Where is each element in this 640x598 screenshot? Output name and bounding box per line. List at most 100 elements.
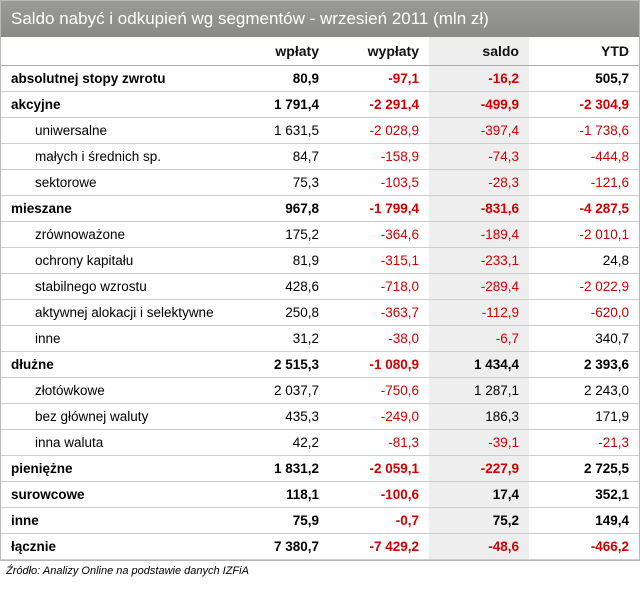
table-row-total: łącznie 7 380,7 -7 429,2 -48,6 -466,2 <box>1 534 639 560</box>
col-header-wplaty: wpłaty <box>229 37 329 66</box>
cell-value: 80,9 <box>229 66 329 92</box>
cell-value: 435,3 <box>229 404 329 430</box>
cell-value: -1 799,4 <box>329 196 429 222</box>
cell-value: -1 738,6 <box>529 118 639 144</box>
cell-value: -750,6 <box>329 378 429 404</box>
cell-value: 118,1 <box>229 482 329 508</box>
cell-value: 1 791,4 <box>229 92 329 118</box>
cell-value: -1 080,9 <box>329 352 429 378</box>
col-header-label <box>1 37 229 66</box>
cell-value: 75,3 <box>229 170 329 196</box>
cell-value: 175,2 <box>229 222 329 248</box>
cell-value: -39,1 <box>429 430 529 456</box>
cell-label: inne <box>1 326 229 352</box>
cell-label: ochrony kapitału <box>1 248 229 274</box>
cell-value: -121,6 <box>529 170 639 196</box>
cell-value: -74,3 <box>429 144 529 170</box>
cell-value: -16,2 <box>429 66 529 92</box>
table-row: akcyjne 1 791,4 -2 291,4 -499,9 -2 304,9 <box>1 92 639 118</box>
cell-value: -620,0 <box>529 300 639 326</box>
cell-value: 7 380,7 <box>229 534 329 560</box>
cell-value: -499,9 <box>429 92 529 118</box>
cell-value: 2 243,0 <box>529 378 639 404</box>
table-body: absolutnej stopy zwrotu 80,9 -97,1 -16,2… <box>1 66 639 560</box>
cell-value: -718,0 <box>329 274 429 300</box>
cell-value: 2 725,5 <box>529 456 639 482</box>
col-header-ytd: YTD <box>529 37 639 66</box>
cell-value: -444,8 <box>529 144 639 170</box>
cell-value: -4 287,5 <box>529 196 639 222</box>
cell-value: 171,9 <box>529 404 639 430</box>
table-row: inne 75,9 -0,7 75,2 149,4 <box>1 508 639 534</box>
cell-label: mieszane <box>1 196 229 222</box>
cell-value: -289,4 <box>429 274 529 300</box>
cell-label: dłużne <box>1 352 229 378</box>
col-header-saldo: saldo <box>429 37 529 66</box>
table-row: bez głównej waluty 435,3 -249,0 186,3 17… <box>1 404 639 430</box>
cell-label: inna waluta <box>1 430 229 456</box>
table-row: zrównoważone 175,2 -364,6 -189,4 -2 010,… <box>1 222 639 248</box>
cell-value: 250,8 <box>229 300 329 326</box>
cell-label: uniwersalne <box>1 118 229 144</box>
cell-value: -315,1 <box>329 248 429 274</box>
cell-value: -103,5 <box>329 170 429 196</box>
cell-label: absolutnej stopy zwrotu <box>1 66 229 92</box>
table-row: stabilnego wzrostu 428,6 -718,0 -289,4 -… <box>1 274 639 300</box>
cell-value: -81,3 <box>329 430 429 456</box>
cell-value: 75,9 <box>229 508 329 534</box>
cell-value: -38,0 <box>329 326 429 352</box>
cell-value: -2 059,1 <box>329 456 429 482</box>
cell-label: aktywnej alokacji i selektywne <box>1 300 229 326</box>
table-row: pieniężne 1 831,2 -2 059,1 -227,9 2 725,… <box>1 456 639 482</box>
cell-value: -227,9 <box>429 456 529 482</box>
cell-value: -112,9 <box>429 300 529 326</box>
cell-value: -233,1 <box>429 248 529 274</box>
cell-label: zrównoważone <box>1 222 229 248</box>
cell-value: -364,6 <box>329 222 429 248</box>
cell-value: -158,9 <box>329 144 429 170</box>
cell-value: -97,1 <box>329 66 429 92</box>
cell-value: -466,2 <box>529 534 639 560</box>
cell-value: -363,7 <box>329 300 429 326</box>
cell-label: akcyjne <box>1 92 229 118</box>
table-row: absolutnej stopy zwrotu 80,9 -97,1 -16,2… <box>1 66 639 92</box>
table-row: mieszane 967,8 -1 799,4 -831,6 -4 287,5 <box>1 196 639 222</box>
cell-value: 1 287,1 <box>429 378 529 404</box>
source-text: Źródło: Analizy Online na podstawie dany… <box>0 561 640 581</box>
cell-label: stabilnego wzrostu <box>1 274 229 300</box>
cell-value: 1 631,5 <box>229 118 329 144</box>
cell-value: -831,6 <box>429 196 529 222</box>
cell-value: -249,0 <box>329 404 429 430</box>
col-header-wyplaty: wypłaty <box>329 37 429 66</box>
table-row: uniwersalne 1 631,5 -2 028,9 -397,4 -1 7… <box>1 118 639 144</box>
cell-value: 81,9 <box>229 248 329 274</box>
cell-value: 24,8 <box>529 248 639 274</box>
cell-label: sektorowe <box>1 170 229 196</box>
cell-value: -2 010,1 <box>529 222 639 248</box>
cell-value: -28,3 <box>429 170 529 196</box>
cell-value: 428,6 <box>229 274 329 300</box>
table-row: sektorowe 75,3 -103,5 -28,3 -121,6 <box>1 170 639 196</box>
cell-value: -397,4 <box>429 118 529 144</box>
cell-value: -2 028,9 <box>329 118 429 144</box>
table-row: ochrony kapitału 81,9 -315,1 -233,1 24,8 <box>1 248 639 274</box>
header-row: wpłaty wypłaty saldo YTD <box>1 37 639 66</box>
cell-label: złotówkowe <box>1 378 229 404</box>
table-row: złotówkowe 2 037,7 -750,6 1 287,1 2 243,… <box>1 378 639 404</box>
table-row: inna waluta 42,2 -81,3 -39,1 -21,3 <box>1 430 639 456</box>
cell-value: 352,1 <box>529 482 639 508</box>
table-title: Saldo nabyć i odkupień wg segmentów - wr… <box>1 1 639 37</box>
cell-value: 2 393,6 <box>529 352 639 378</box>
cell-value: -189,4 <box>429 222 529 248</box>
table-row: małych i średnich sp. 84,7 -158,9 -74,3 … <box>1 144 639 170</box>
table-row: dłużne 2 515,3 -1 080,9 1 434,4 2 393,6 <box>1 352 639 378</box>
cell-value: 505,7 <box>529 66 639 92</box>
cell-label: bez głównej waluty <box>1 404 229 430</box>
cell-value: 84,7 <box>229 144 329 170</box>
cell-label: inne <box>1 508 229 534</box>
table-container: Saldo nabyć i odkupień wg segmentów - wr… <box>0 0 640 561</box>
cell-value: 75,2 <box>429 508 529 534</box>
cell-value: 1 831,2 <box>229 456 329 482</box>
table-row: inne 31,2 -38,0 -6,7 340,7 <box>1 326 639 352</box>
cell-value: -100,6 <box>329 482 429 508</box>
